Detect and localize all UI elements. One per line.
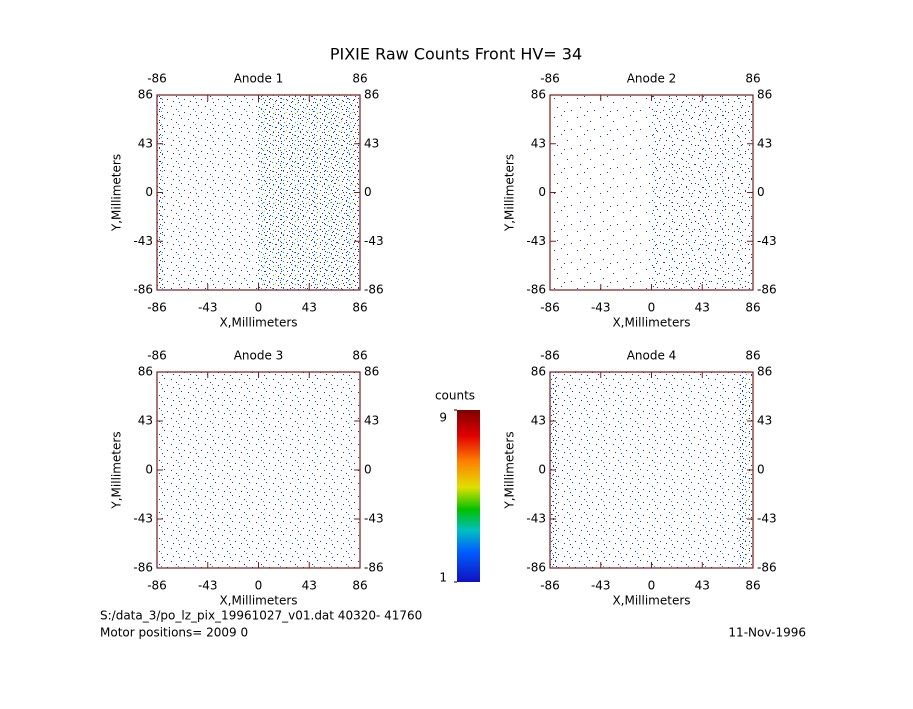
y-right-tick-label: 43: [757, 414, 772, 428]
y-right-tick-label: -86: [757, 561, 777, 575]
y-tick-label: 0: [145, 185, 153, 199]
y-tick-label: 86: [531, 88, 546, 102]
y-tick-label: -86: [526, 283, 546, 297]
footer-file: S:/data_3/po_lz_pix_19961027_v01.dat 403…: [100, 609, 422, 623]
figure-title: PIXIE Raw Counts Front HV= 34: [330, 45, 582, 64]
footer-date: 11-Nov-1996: [728, 626, 806, 640]
y-right-tick-label: -43: [364, 512, 384, 526]
y-axis-label: Y,Millimeters: [110, 154, 124, 232]
y-tick-label: 43: [138, 136, 153, 150]
x-tick-label: 86: [352, 579, 367, 593]
y-right-tick-label: 86: [757, 88, 772, 102]
x-tick-label: -43: [198, 579, 218, 593]
y-tick-label: 86: [138, 88, 153, 102]
x-top-tick-label: -86: [540, 72, 560, 86]
x-tick-label: 43: [302, 579, 317, 593]
y-tick-label: 43: [531, 414, 546, 428]
y-right-tick-label: 86: [757, 365, 772, 379]
y-tick-label: -43: [526, 234, 546, 248]
y-tick-label: 86: [138, 365, 153, 379]
x-axis-label: X,Millimeters: [612, 316, 690, 330]
x-top-tick-label: -86: [147, 349, 167, 363]
panel-title: Anode 4: [627, 349, 677, 363]
y-right-tick-label: 43: [364, 414, 379, 428]
x-tick-label: 0: [648, 301, 656, 315]
x-tick-label: 86: [745, 579, 760, 593]
x-tick-label: 86: [745, 301, 760, 315]
x-tick-label: -43: [591, 579, 611, 593]
x-tick-label: 0: [648, 579, 656, 593]
x-tick-label: -86: [540, 579, 560, 593]
y-right-tick-label: 86: [364, 88, 379, 102]
y-right-tick-label: -43: [757, 512, 777, 526]
panel-title: Anode 1: [234, 72, 284, 86]
footer-motor: Motor positions= 2009 0: [100, 626, 248, 640]
x-axis-label: X,Millimeters: [612, 594, 690, 608]
count-image: [651, 95, 753, 290]
y-right-tick-label: -86: [364, 561, 384, 575]
panel-title: Anode 3: [234, 349, 284, 363]
x-tick-label: 43: [695, 301, 710, 315]
colorbar-label: counts: [435, 389, 475, 403]
x-tick-label: -86: [540, 301, 560, 315]
colorbar-tick-label: 9: [439, 411, 447, 425]
x-tick-label: -86: [147, 301, 167, 315]
x-axis-label: X,Millimeters: [219, 594, 297, 608]
y-right-tick-label: -86: [364, 283, 384, 297]
x-top-tick-label: 86: [745, 349, 760, 363]
x-top-tick-label: -86: [147, 72, 167, 86]
y-right-tick-label: 43: [364, 136, 379, 150]
y-tick-label: -43: [526, 512, 546, 526]
y-tick-label: 43: [138, 414, 153, 428]
colorbar: [457, 410, 480, 582]
y-tick-label: -43: [133, 512, 153, 526]
x-tick-label: 43: [695, 579, 710, 593]
x-tick-label: 43: [302, 301, 317, 315]
y-tick-label: -86: [133, 283, 153, 297]
y-right-tick-label: 0: [364, 185, 372, 199]
y-right-tick-label: 43: [757, 136, 772, 150]
x-tick-label: -43: [591, 301, 611, 315]
panel-title: Anode 2: [627, 72, 677, 86]
x-axis-label: X,Millimeters: [219, 316, 297, 330]
x-tick-label: 0: [255, 579, 263, 593]
y-right-tick-label: 0: [757, 463, 765, 477]
y-tick-label: 43: [531, 136, 546, 150]
y-right-tick-label: -43: [364, 234, 384, 248]
x-tick-label: 86: [352, 301, 367, 315]
x-tick-label: 0: [255, 301, 263, 315]
x-top-tick-label: 86: [352, 72, 367, 86]
y-right-tick-label: -43: [757, 234, 777, 248]
x-tick-label: -86: [147, 579, 167, 593]
x-top-tick-label: 86: [352, 349, 367, 363]
y-tick-label: 86: [531, 365, 546, 379]
count-image: [157, 372, 360, 568]
y-axis-label: Y,Millimeters: [503, 431, 517, 509]
count-image: [258, 95, 360, 290]
y-tick-label: 0: [538, 185, 546, 199]
count-image: [550, 372, 753, 568]
y-right-tick-label: 0: [757, 185, 765, 199]
colorbar-tick-label: 1: [439, 571, 447, 585]
y-tick-label: 0: [145, 463, 153, 477]
x-tick-label: -43: [198, 301, 218, 315]
y-right-tick-label: -86: [757, 283, 777, 297]
y-tick-label: -86: [133, 561, 153, 575]
y-right-tick-label: 0: [364, 463, 372, 477]
x-top-tick-label: -86: [540, 349, 560, 363]
y-tick-label: 0: [538, 463, 546, 477]
y-right-tick-label: 86: [364, 365, 379, 379]
y-tick-label: -86: [526, 561, 546, 575]
y-axis-label: Y,Millimeters: [110, 431, 124, 509]
y-tick-label: -43: [133, 234, 153, 248]
y-axis-label: Y,Millimeters: [503, 154, 517, 232]
x-top-tick-label: 86: [745, 72, 760, 86]
